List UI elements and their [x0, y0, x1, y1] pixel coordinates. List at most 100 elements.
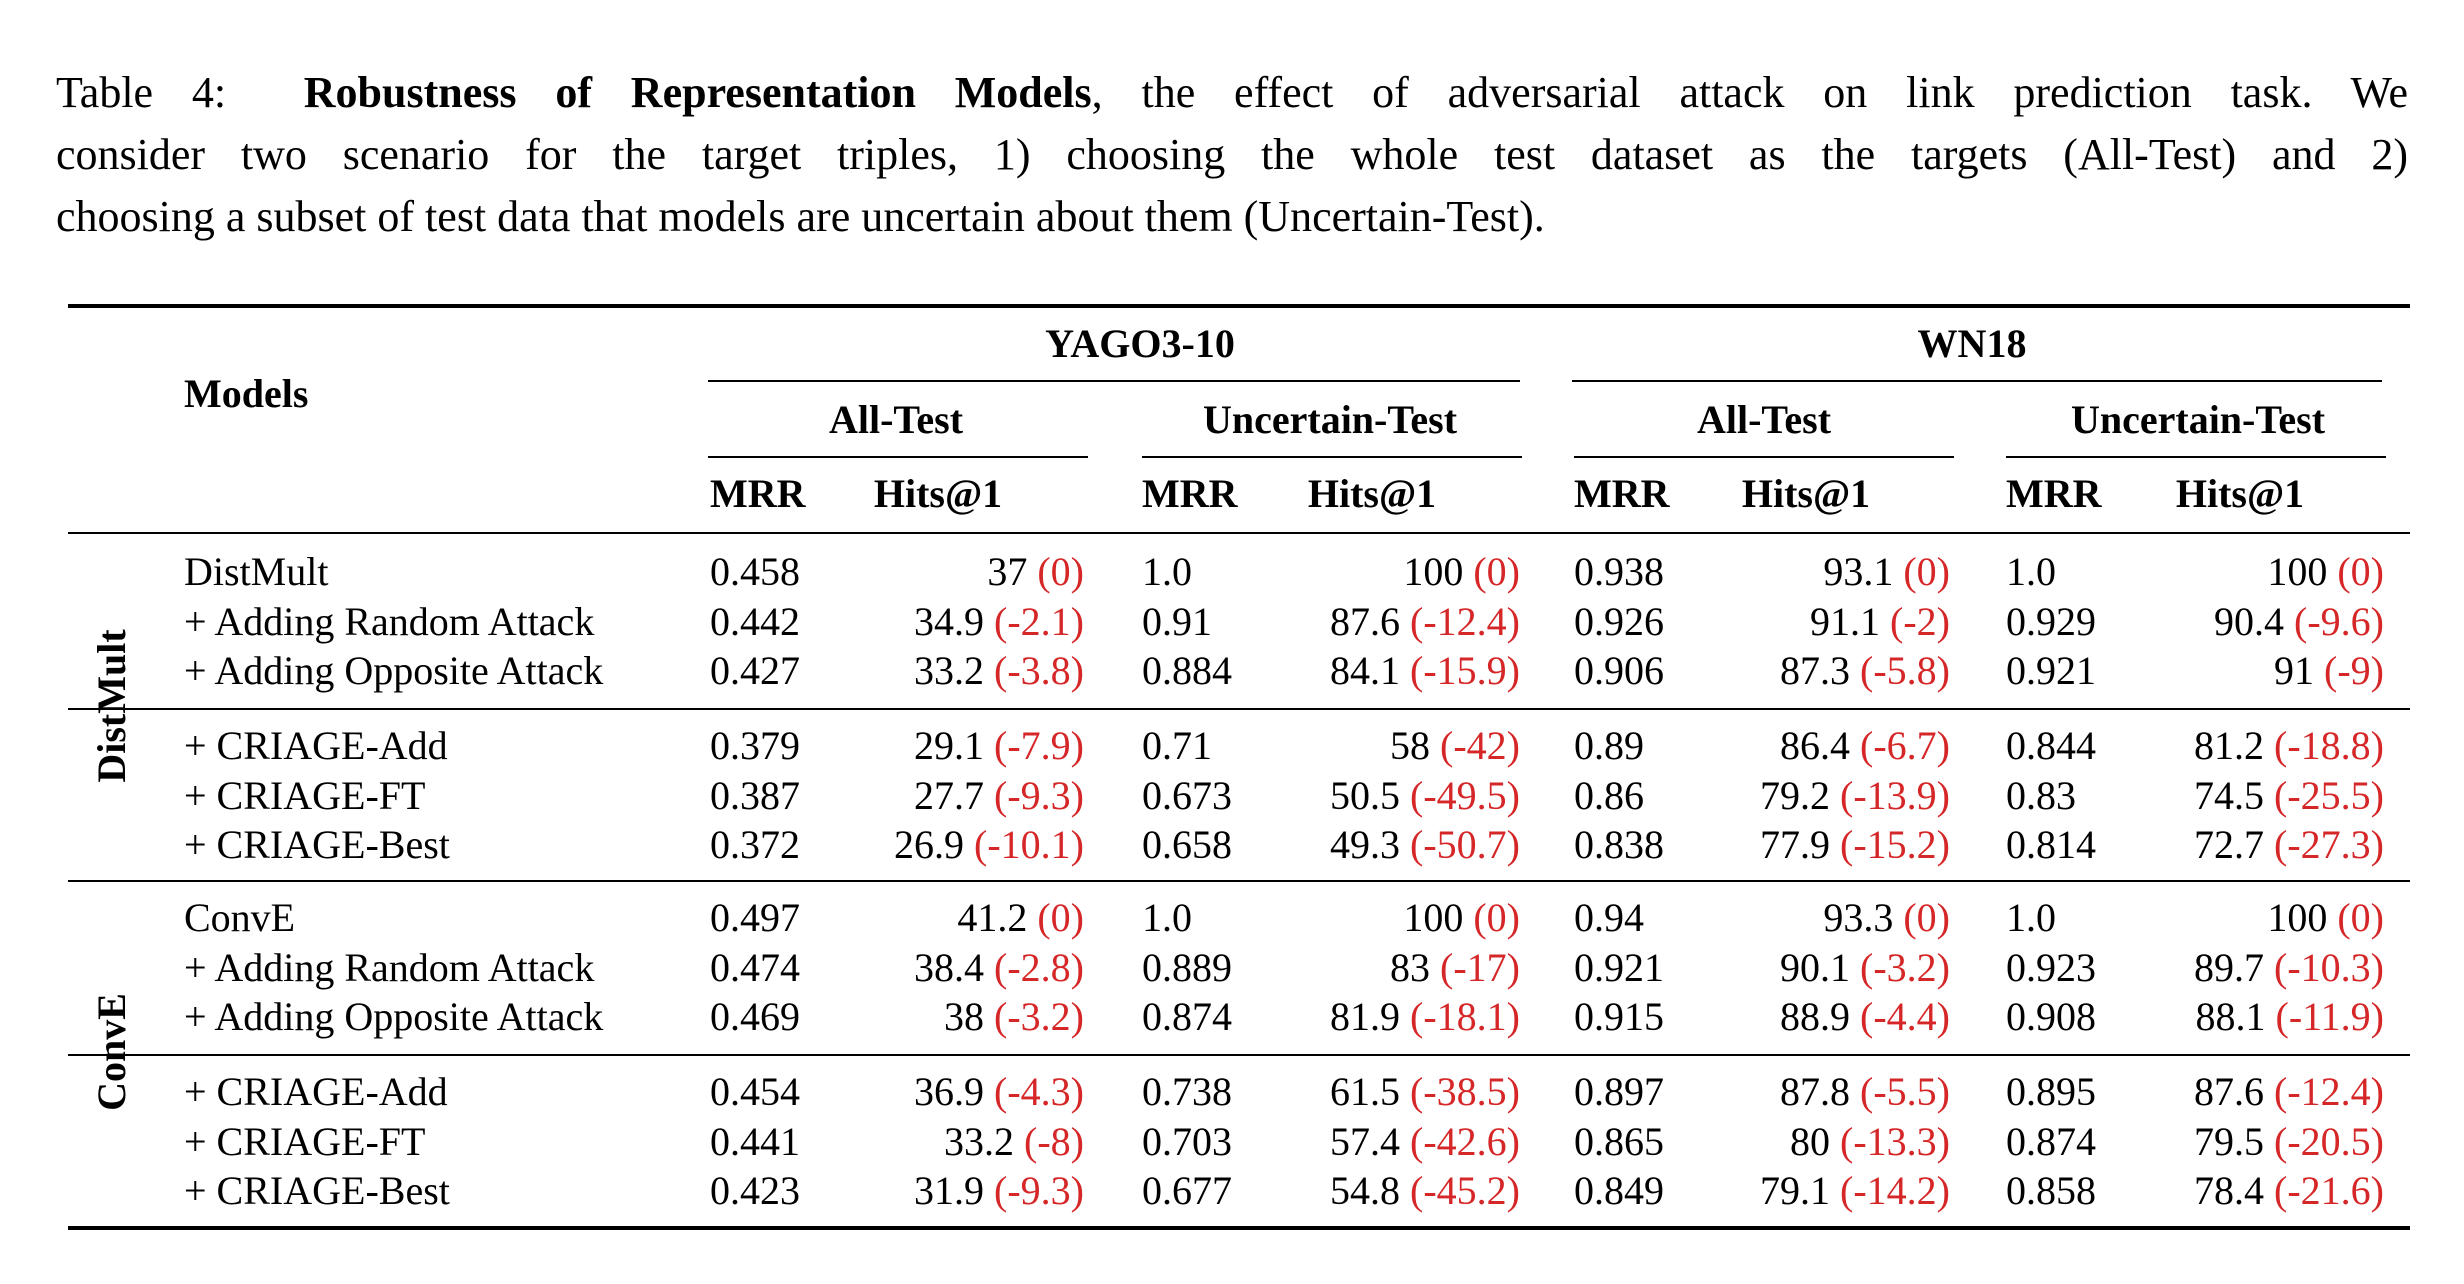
hits-delta: (0)	[1893, 895, 1950, 940]
hits-delta: (-11.9)	[2265, 994, 2384, 1039]
mrr-value: 0.906	[1574, 648, 1664, 693]
mrr-value: 0.838	[1574, 822, 1664, 867]
hits-value: 57.4 (-42.6)	[1330, 1118, 1520, 1166]
models-header: Models	[184, 371, 309, 416]
hits-delta: (-10.1)	[964, 822, 1084, 867]
split-rule-3	[1574, 456, 1954, 458]
hits-number: 50.5	[1330, 772, 1401, 818]
split-header-yago-all: All-Test	[828, 397, 964, 442]
mrr-value: 0.673	[1142, 772, 1232, 818]
hits-value: 84.1 (-15.9)	[1330, 647, 1520, 695]
hits-number: 34.9	[914, 598, 985, 644]
hits-delta: (-12.4)	[2264, 1069, 2384, 1114]
metric-header-mrr: MRR	[2006, 471, 2102, 516]
mrr-value: 0.474	[710, 944, 800, 990]
hits-delta: (-20.5)	[2264, 1118, 2384, 1164]
hits-delta: (-45.2)	[1400, 1168, 1520, 1213]
group-label-distmult: DistMult	[89, 629, 134, 783]
mrr-value: 0.908	[2006, 994, 2096, 1039]
hits-delta: (0)	[2327, 549, 2384, 594]
hits-number: 72.7	[2194, 822, 2265, 867]
mrr-value: 0.889	[1142, 944, 1232, 990]
model-name: + CRIAGE-Best	[184, 1168, 450, 1213]
split-rule-4	[2006, 456, 2386, 458]
hits-number: 84.1	[1330, 648, 1401, 693]
hits-delta: (-18.1)	[1400, 994, 1520, 1039]
hits-number: 79.1	[1760, 1168, 1831, 1213]
split-header-wn18-all: All-Test	[1696, 397, 1832, 442]
mrr-value: 0.71	[1142, 723, 1212, 768]
hits-delta: (-7.9)	[984, 723, 1084, 768]
hits-delta: (-13.3)	[1830, 1118, 1950, 1164]
hits-number: 86.4	[1780, 723, 1851, 768]
hits-number: 38.4	[914, 944, 985, 990]
mrr-value: 0.86	[1574, 772, 1644, 818]
table-caption: Table 4: Robustness of Representation Mo…	[56, 62, 2408, 248]
hits-delta: (-18.8)	[2264, 723, 2384, 768]
hits-value: 37 (0)	[987, 548, 1084, 596]
hits-value: 88.1 (-11.9)	[2196, 993, 2384, 1041]
hits-number: 91.1	[1810, 598, 1881, 644]
hits-number: 100	[1403, 895, 1464, 940]
hits-number: 27.7	[914, 772, 985, 818]
hits-number: 31.9	[914, 1168, 985, 1213]
hits-value: 87.8 (-5.5)	[1780, 1068, 1950, 1116]
hits-delta: (-17)	[1430, 944, 1520, 990]
group-label-conve: ConvE	[89, 993, 134, 1111]
hits-value: 79.5 (-20.5)	[2194, 1118, 2384, 1166]
hits-delta: (-14.2)	[1830, 1168, 1950, 1213]
hits-value: 86.4 (-6.7)	[1780, 722, 1950, 770]
hits-number: 74.5	[2194, 772, 2265, 818]
hits-number: 87.6	[1330, 598, 1401, 644]
hits-number: 87.3	[1780, 648, 1851, 693]
mrr-value: 0.83	[2006, 772, 2076, 818]
split-rule-1	[708, 456, 1088, 458]
mrr-value: 0.849	[1574, 1168, 1664, 1213]
hits-value: 93.3 (0)	[1823, 894, 1950, 942]
hits-value: 58 (-42)	[1390, 722, 1520, 770]
hits-number: 79.2	[1760, 772, 1831, 818]
hits-number: 58	[1390, 723, 1431, 768]
hits-number: 90.1	[1780, 944, 1851, 990]
hits-value: 78.4 (-21.6)	[2194, 1167, 2384, 1215]
hits-value: 41.2 (0)	[957, 894, 1084, 942]
caption-line-3: choosing a subset of test data that mode…	[56, 192, 1545, 241]
dataset-rule-wn18	[1572, 380, 2382, 382]
hits-number: 79.5	[2194, 1118, 2265, 1164]
split-rule-2	[1142, 456, 1522, 458]
hits-delta: (0)	[1027, 549, 1084, 594]
mrr-value: 0.677	[1142, 1168, 1232, 1213]
hits-value: 100 (0)	[1403, 548, 1520, 596]
hits-value: 80 (-13.3)	[1790, 1118, 1950, 1166]
mrr-value: 0.658	[1142, 822, 1232, 867]
model-name: + Adding Random Attack	[184, 944, 595, 990]
hits-number: 29.1	[914, 723, 985, 768]
model-name: ConvE	[184, 895, 296, 940]
model-name: + CRIAGE-Add	[184, 723, 448, 768]
hits-number: 87.8	[1780, 1069, 1851, 1114]
model-name: DistMult	[184, 549, 329, 594]
hits-number: 41.2	[957, 895, 1028, 940]
hits-number: 89.7	[2194, 944, 2265, 990]
mrr-value: 0.423	[710, 1168, 800, 1213]
mrr-value: 0.703	[1142, 1118, 1232, 1164]
hits-delta: (-9.6)	[2284, 598, 2384, 644]
metric-header-mrr: MRR	[1142, 471, 1238, 516]
mrr-value: 0.858	[2006, 1168, 2096, 1213]
hits-value: 33.2 (-3.8)	[914, 647, 1084, 695]
hits-value: 93.1 (0)	[1823, 548, 1950, 596]
hits-delta: (-10.3)	[2264, 944, 2384, 990]
mrr-value: 1.0	[1142, 549, 1192, 594]
top-rule	[68, 304, 2410, 308]
mrr-value: 0.427	[710, 648, 800, 693]
hits-delta: (-3.8)	[984, 648, 1084, 693]
hits-value: 26.9 (-10.1)	[894, 821, 1084, 869]
mrr-value: 0.938	[1574, 549, 1664, 594]
hits-number: 93.1	[1823, 549, 1894, 594]
hits-delta: (-21.6)	[2264, 1168, 2384, 1213]
hits-value: 33.2 (-8)	[944, 1118, 1084, 1166]
hits-delta: (-42)	[1430, 723, 1520, 768]
block-separator-rule	[68, 1054, 2410, 1056]
model-name: + CRIAGE-Add	[184, 1069, 448, 1114]
split-header-wn18-uncertain: Uncertain-Test	[2070, 397, 2326, 442]
